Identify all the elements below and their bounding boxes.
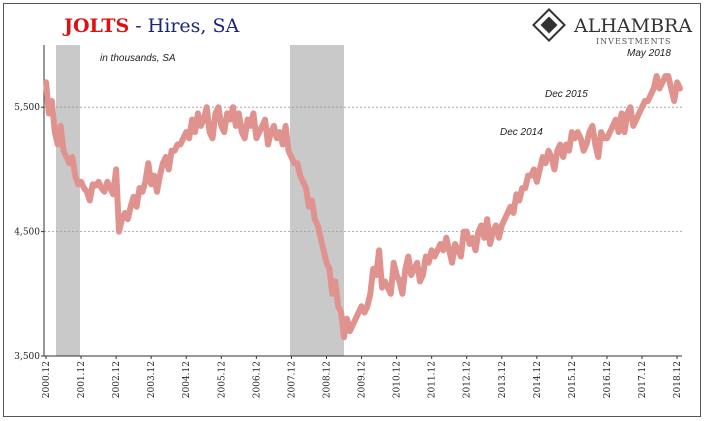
- x-tick-label: 2013.12: [498, 361, 508, 398]
- x-tick-label: 2017.12: [638, 361, 648, 398]
- logo-icon: [532, 8, 566, 42]
- y-tick-label: 3,500: [14, 352, 40, 362]
- x-tick-label: 2001.12: [77, 361, 87, 398]
- y-tick-label: 5,500: [14, 103, 40, 113]
- title-main: JOLTS: [62, 15, 129, 37]
- chart-title: JOLTS - Hires, SA: [62, 15, 239, 37]
- x-tick-label: 2010.12: [393, 361, 403, 398]
- logo-name: ALHAMBRA: [573, 15, 692, 37]
- annotation: in thousands, SA: [100, 53, 176, 64]
- logo-tagline: INVESTMENTS: [596, 37, 671, 46]
- x-tick-label: 2002.12: [112, 361, 122, 398]
- recession-band: [290, 45, 344, 356]
- annotation: Dec 2015: [545, 89, 588, 100]
- x-tick-label: 2008.12: [322, 361, 332, 398]
- x-tick-label: 2005.12: [217, 361, 227, 398]
- frame: [3, 3, 701, 417]
- title-sub: - Hires, SA: [135, 15, 239, 37]
- x-tick-label: 2016.12: [603, 361, 613, 398]
- x-tick-label: 2014.12: [533, 361, 543, 398]
- x-tick-label: 2015.12: [568, 361, 578, 398]
- annotation: Dec 2014: [500, 127, 543, 138]
- y-tick-label: 4,500: [14, 228, 40, 238]
- x-tick-label: 2003.12: [147, 361, 157, 398]
- line: [43, 73, 683, 341]
- x-tick-label: 2011.12: [428, 361, 438, 398]
- x-tick-label: 2006.12: [252, 361, 262, 398]
- x-tick-label: 2007.12: [287, 361, 297, 398]
- recession-band: [56, 45, 80, 356]
- logo: ALHAMBRA INVESTMENTS: [532, 8, 692, 46]
- x-tick-label: 2004.12: [182, 361, 192, 398]
- x-tick-label: 2009.12: [358, 361, 368, 398]
- x-tick-label: 2018.12: [673, 361, 683, 398]
- x-tick-label: 2012.12: [463, 361, 473, 398]
- plot: 3,500 4,500 5,500 2000.12 2001.12 2002.12 2003…: [14, 45, 683, 398]
- annotation: May 2018: [627, 48, 671, 59]
- logo-icon-inner: [540, 16, 558, 34]
- x-tick-label: 2000.12: [42, 361, 52, 398]
